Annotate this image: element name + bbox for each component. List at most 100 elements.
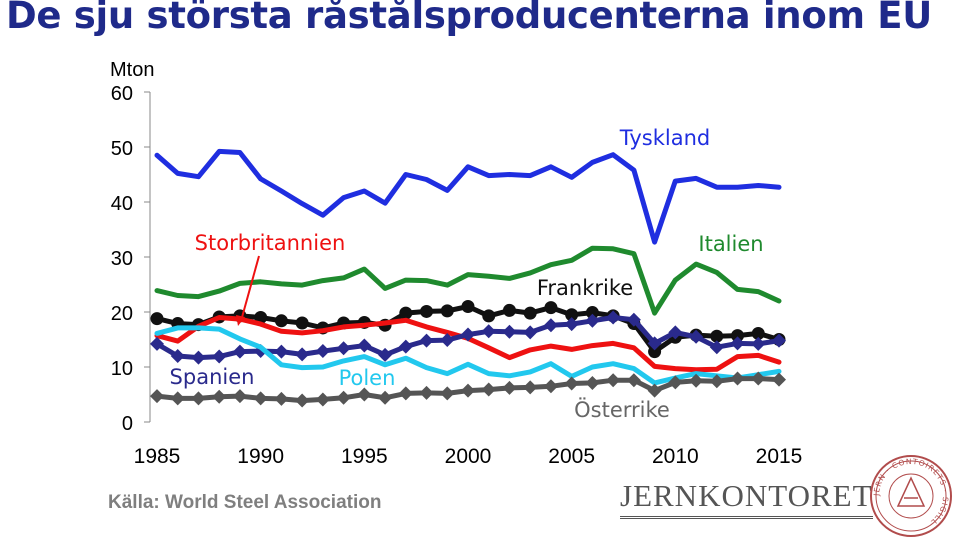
data-point [523, 306, 537, 320]
data-point [440, 386, 455, 401]
chart-series-labels: Tyskland Italien Frankrike Storbritannien Sp… [170, 126, 764, 422]
data-point [212, 349, 227, 364]
data-point [295, 393, 310, 408]
data-point [543, 318, 558, 333]
series-label-italien: Italien [698, 232, 763, 256]
data-point [274, 344, 289, 359]
data-point [544, 301, 558, 315]
data-point [543, 379, 558, 394]
data-point [502, 380, 517, 395]
series-line-italien [154, 245, 782, 316]
y-axis-label: Mton [110, 59, 154, 81]
series-tyskland [154, 148, 782, 245]
data-point [295, 316, 309, 330]
data-point [274, 314, 288, 328]
data-point [420, 304, 434, 318]
y-tick-label: 30 [111, 248, 133, 270]
data-point [212, 389, 227, 404]
series-label-osterrike: Österrike [574, 397, 670, 422]
data-point [150, 336, 164, 351]
data-point [523, 325, 538, 340]
jernkontoret-logo: JERNKONTORET [620, 478, 873, 519]
series-label-frankrike: Frankrike [537, 276, 633, 300]
data-point [626, 312, 641, 327]
series-label-storbritannien: Storbritannien [195, 231, 346, 255]
storbritannien-pointer-arrow [236, 315, 245, 326]
data-point [191, 391, 206, 406]
data-point [440, 304, 454, 318]
data-point [668, 375, 683, 390]
data-point [150, 312, 164, 326]
data-point [689, 329, 704, 344]
data-point [502, 303, 516, 317]
data-point [150, 389, 164, 404]
series-spanien [150, 310, 786, 365]
data-point [709, 340, 724, 355]
data-point [710, 329, 724, 343]
x-tick-label: 2000 [445, 445, 492, 468]
data-point [751, 326, 765, 340]
data-point [419, 385, 434, 400]
data-point [419, 333, 434, 348]
data-point [772, 333, 786, 348]
seal-icon: JERN · CONTOIRETS · SIGILL [870, 455, 952, 537]
x-tick-label: 1985 [134, 445, 181, 468]
data-point [398, 386, 413, 401]
data-point [440, 333, 455, 348]
data-point [232, 344, 247, 359]
data-point [565, 308, 579, 322]
data-point [689, 373, 704, 388]
y-tick-label: 50 [111, 138, 133, 160]
series-line-tyskland [154, 148, 782, 245]
series-label-spanien: Spanien [170, 365, 255, 389]
data-point [648, 345, 662, 359]
data-point [709, 374, 724, 389]
data-point [606, 310, 621, 325]
data-point [564, 376, 579, 391]
data-point [647, 383, 662, 398]
data-point [626, 373, 641, 388]
data-point [482, 309, 496, 323]
data-point [315, 392, 330, 407]
data-point [668, 325, 683, 340]
data-point [751, 371, 766, 386]
data-point [253, 391, 268, 406]
data-point [357, 387, 372, 402]
data-point [170, 391, 185, 406]
series-osterrike [150, 371, 786, 408]
x-tick-label: 2010 [652, 445, 699, 468]
data-point [378, 347, 393, 362]
data-point [731, 329, 745, 343]
data-point [399, 306, 413, 320]
data-point [170, 349, 185, 363]
data-point [585, 375, 600, 390]
data-point [378, 390, 393, 405]
data-point [461, 383, 475, 398]
page-title: De sju största råstålsproducenterna inom… [6, 0, 933, 37]
series-label-polen: Polen [339, 366, 396, 390]
data-point [398, 339, 413, 354]
data-point [232, 389, 247, 404]
source-note: Källa: World Steel Association [108, 492, 382, 513]
data-point [315, 344, 330, 359]
y-tick-label: 60 [111, 83, 133, 105]
series-label-tyskland: Tyskland [619, 126, 710, 150]
data-point [523, 380, 538, 395]
data-point [336, 390, 351, 405]
data-point [357, 338, 372, 353]
x-tick-label: 1990 [237, 445, 284, 468]
data-point [481, 324, 496, 339]
data-point [461, 327, 475, 342]
data-point [585, 306, 599, 320]
data-point [274, 391, 289, 406]
data-point [585, 313, 600, 328]
data-point [461, 300, 475, 313]
data-point [730, 371, 745, 386]
y-tick-label: 20 [111, 303, 133, 325]
y-tick-label: 40 [111, 193, 133, 215]
y-tick-label: 10 [111, 358, 133, 380]
x-tick-label: 1995 [341, 445, 388, 468]
chart-series [150, 148, 786, 408]
